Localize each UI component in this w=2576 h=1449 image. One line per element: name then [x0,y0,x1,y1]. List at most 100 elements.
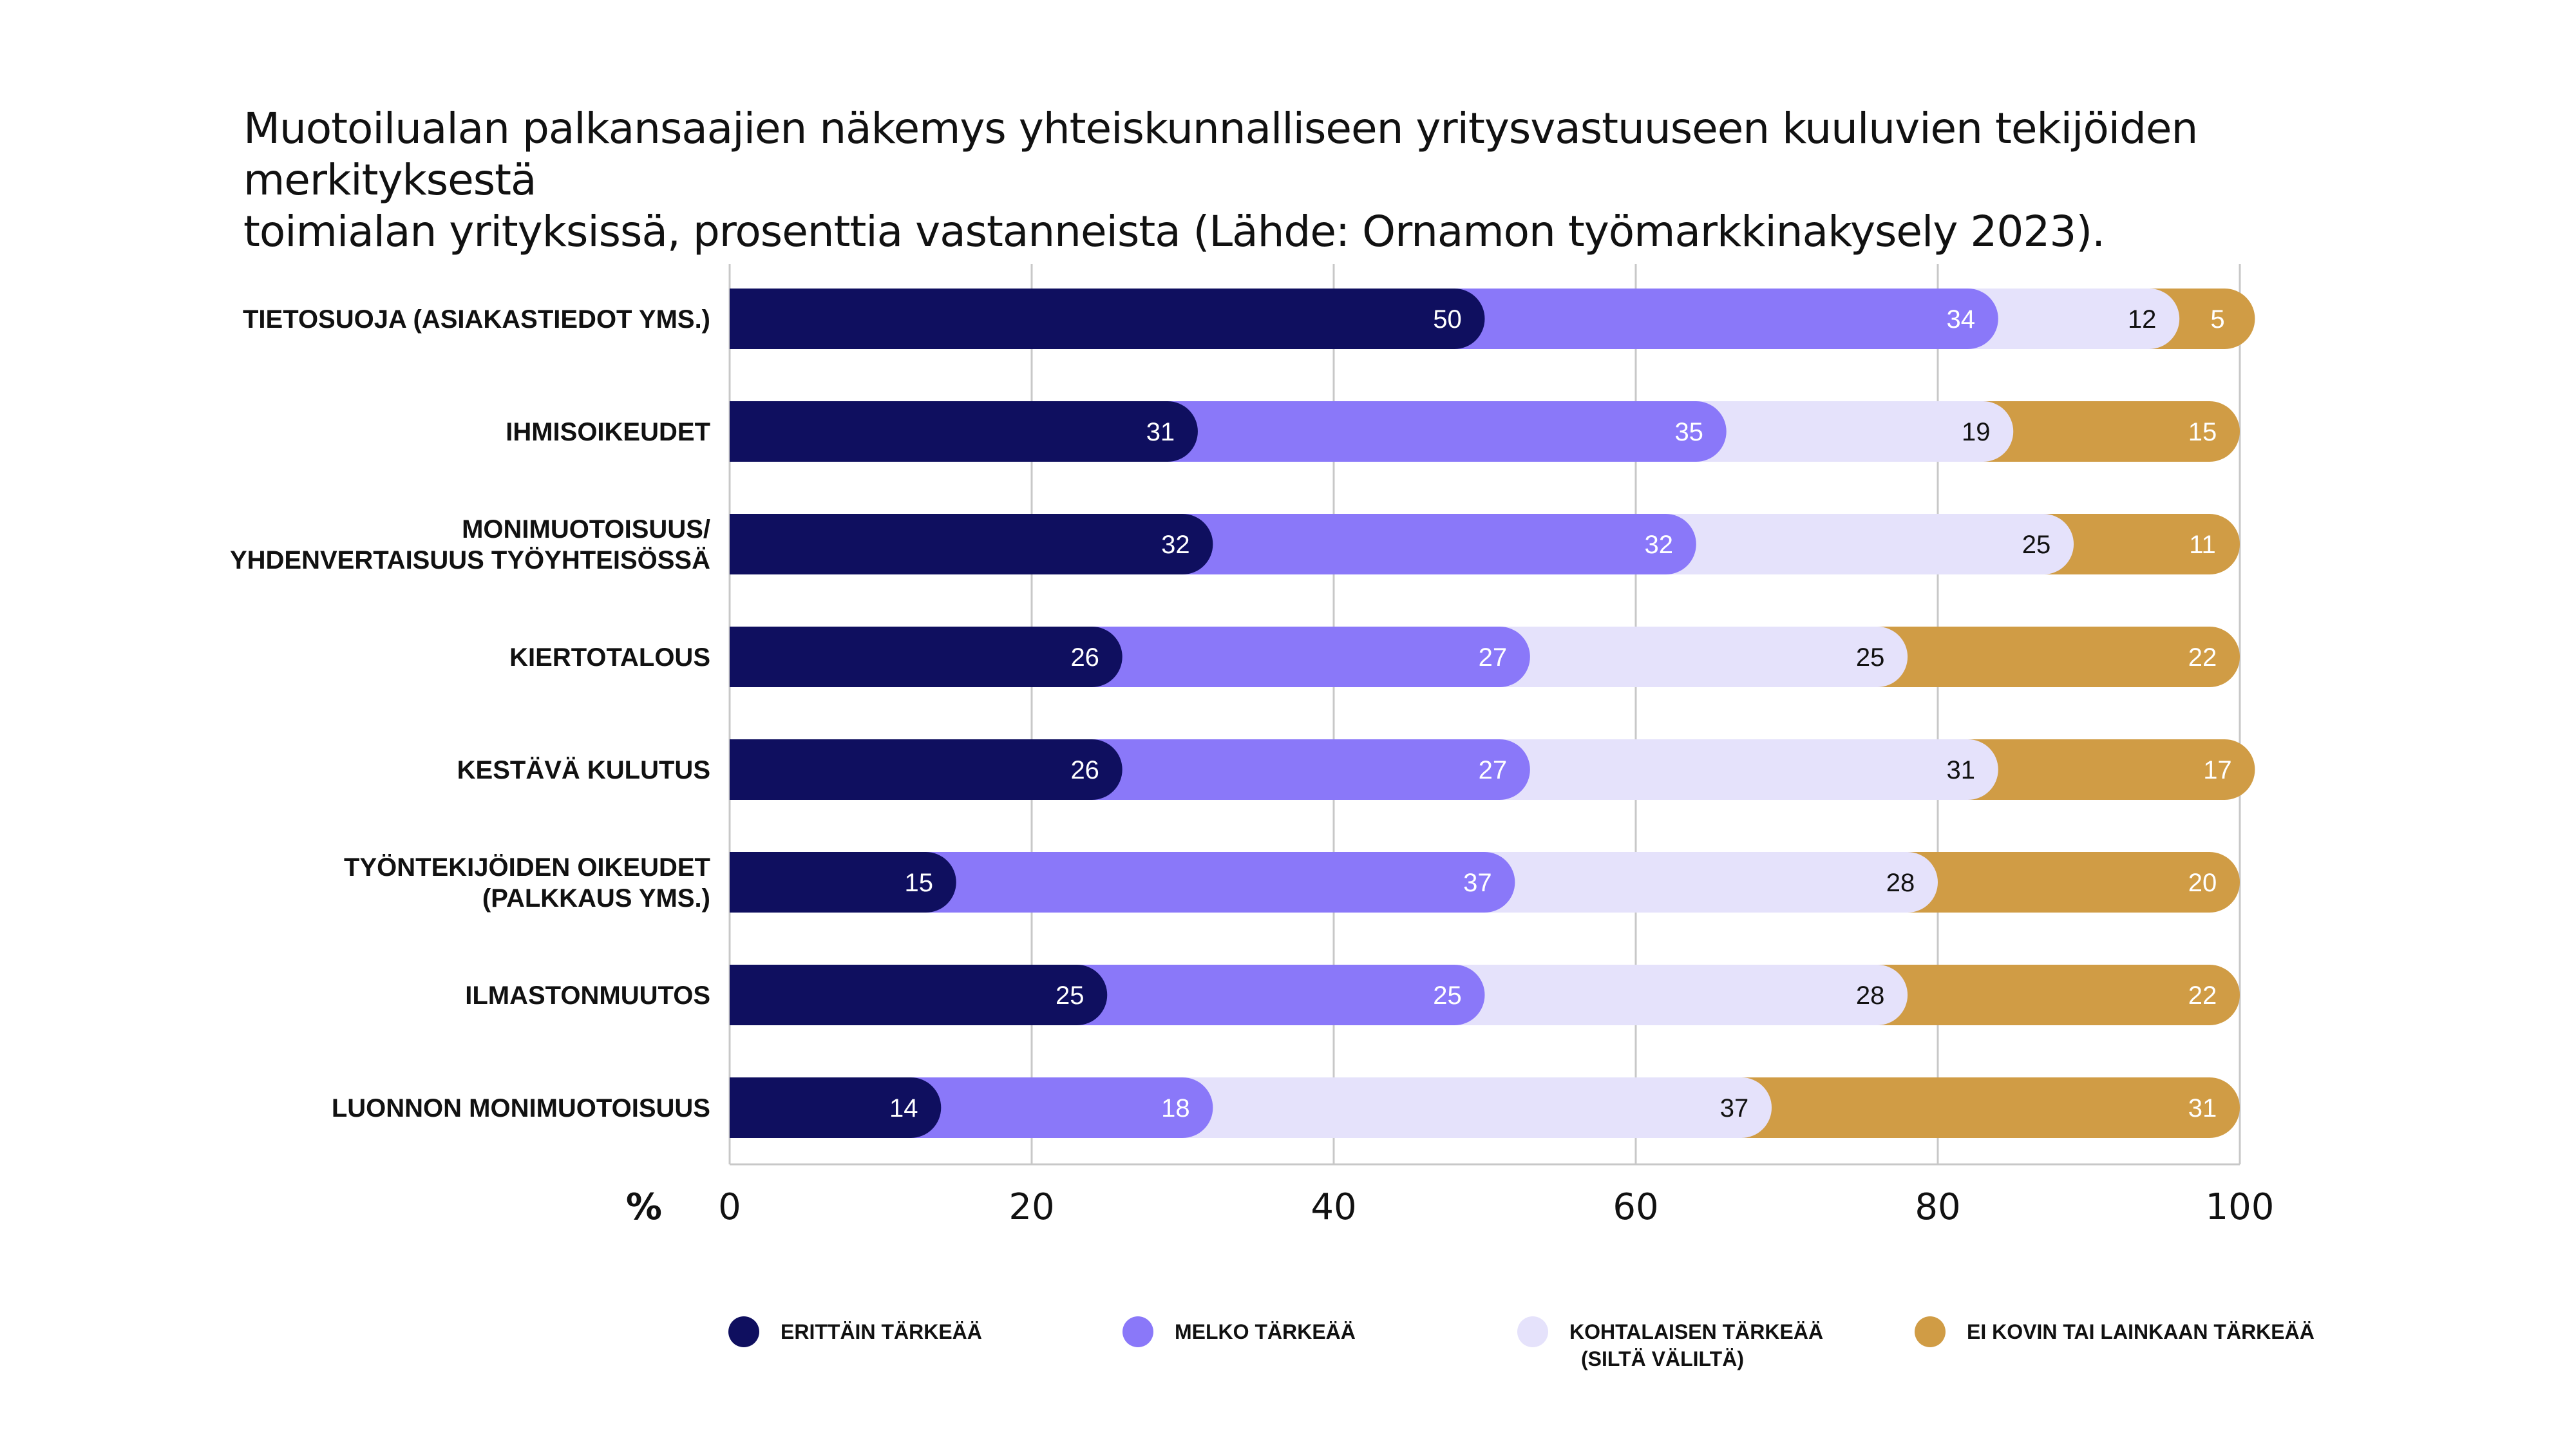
tick-label: 80 [1915,1186,1960,1228]
bar-segment [1152,514,1696,574]
bar-segment [1469,627,1908,687]
data-label: 18 [1161,1094,1190,1122]
data-label: 27 [1479,756,1508,784]
data-label: 32 [1161,531,1190,559]
bar-segment [1877,852,2240,913]
category-label: KIERTOTALOUS [509,643,710,672]
legend-item: ERITTÄIN TÄRKEÄÄ [728,1316,982,1347]
legend-item: KOHTALAISEN TÄRKEÄÄ (SILTÄ VÄLILTÄ) [1517,1316,1823,1370]
data-label: 15 [905,869,934,897]
data-label: 25 [2022,531,2051,559]
legend-label-line: KOHTALAISEN TÄRKEÄÄ [1569,1320,1823,1343]
legend-marker [1122,1316,1153,1347]
legend-label-line: MELKO TÄRKEÄÄ [1175,1320,1356,1343]
data-label: 25 [1433,981,1462,1010]
data-label: 22 [2188,643,2217,672]
bar-row: 32 32 25 11 [730,514,2240,574]
legend-label-line: ERITTÄIN TÄRKEÄÄ [781,1320,982,1343]
data-label: 15 [2188,418,2217,446]
bar-segment [2013,514,2240,574]
legend-label: EI KOVIN TAI LAINKAAN TÄRKEÄÄ [1967,1320,2315,1343]
data-label: 31 [1146,418,1175,446]
data-label: 20 [2188,869,2217,897]
chart-title-line-1: Muotoilualan palkansaajien näkemys yhtei… [243,104,2198,205]
bar-row: 26 27 25 22 [730,627,2240,687]
tick-label: 100 [2206,1186,2275,1228]
bar-segment [1711,1077,2240,1138]
data-label: 12 [2128,305,2157,334]
category-label-line: ILMASTONMUUTOS [465,981,710,1010]
category-label-line: LUONNON MONIMUOTOISUUS [332,1094,710,1122]
legend-marker [1915,1316,1946,1347]
category-label-line: TYÖNTEKIJÖIDEN OIKEUDET [344,853,710,882]
data-label: 37 [1720,1094,1749,1122]
tick-label: 60 [1613,1186,1658,1228]
legend-label: KOHTALAISEN TÄRKEÄÄ (SILTÄ VÄLILTÄ) [1569,1320,1823,1370]
bars: 50 34 12 5 31 35 19 15 32 32 25 11 26 27 25 22 26 27 31 17 1… [730,289,2255,1138]
bar-segment [730,852,956,913]
bar-segment [1635,514,2074,574]
bar-row: 14 18 37 31 [730,1077,2240,1138]
category-label: LUONNON MONIMUOTOISUUS [332,1094,710,1122]
legend-label-line: (SILTÄ VÄLILTÄ) [1581,1347,1744,1370]
tick-label: 20 [1009,1186,1054,1228]
bar-segment [730,401,1198,462]
x-axis-label: % [626,1186,662,1228]
data-label: 11 [2189,531,2216,559]
bar-segment [1847,627,2240,687]
bar-segment [730,739,1122,800]
bar-segment [1137,401,1727,462]
chart-title-line-2: toimialan yrityksissä, prosenttia vastan… [243,207,2105,256]
bar-segment [1046,965,1485,1025]
gridlines [728,264,2241,1166]
data-label: 25 [1856,643,1885,672]
bar-segment [880,1077,1213,1138]
bar-row: 50 34 12 5 [730,289,2255,349]
data-label: 19 [1962,418,1991,446]
bar-segment [1469,739,1998,800]
bar-segment [730,1077,942,1138]
category-label-line: YHDENVERTAISUUS TYÖYHTEISÖSSÄ [230,545,710,574]
bar-row: 15 37 28 20 [730,852,2240,913]
data-label: 14 [889,1094,918,1122]
data-label: 50 [1433,305,1462,334]
data-label: 32 [1645,531,1674,559]
category-label: TIETOSUOJA (ASIAKASTIEDOT YMS.) [243,305,710,334]
data-label: 26 [1070,756,1099,784]
category-label: KESTÄVÄ KULUTUS [457,756,710,784]
data-label: 27 [1479,643,1508,672]
data-label: 26 [1070,643,1099,672]
category-label: ILMASTONMUUTOS [465,981,710,1010]
legend-label-line: EI KOVIN TAI LAINKAAN TÄRKEÄÄ [1967,1320,2315,1343]
bar-segment [1152,1077,1772,1138]
bar-segment [1953,401,2240,462]
data-label: 35 [1674,418,1703,446]
data-label: 37 [1463,869,1492,897]
bar-segment [1454,852,1938,913]
bar-row: 25 25 28 22 [730,965,2240,1025]
data-label: 5 [2210,305,2224,334]
bar-segment [1424,965,1908,1025]
tick-label: 0 [718,1186,741,1228]
legend-label: MELKO TÄRKEÄÄ [1175,1320,1356,1343]
bar-segment [1061,739,1530,800]
category-label: TYÖNTEKIJÖIDEN OIKEUDET (PALKKAUS YMS.) [344,853,710,913]
legend-item: EI KOVIN TAI LAINKAAN TÄRKEÄÄ [1915,1316,2315,1347]
data-label: 28 [1886,869,1915,897]
legend-marker [728,1316,759,1347]
category-label: MONIMUOTOISUUS/YHDENVERTAISUUS TYÖYHTEIS… [230,515,710,574]
category-labels: TIETOSUOJA (ASIAKASTIEDOT YMS.) IHMISOIKE… [230,305,710,1122]
bar-row: 31 35 19 15 [730,401,2240,462]
bar-segment [730,289,1485,349]
bar-segment [730,514,1213,574]
bar-segment [1847,965,2240,1025]
category-label-line: MONIMUOTOISUUS/ [462,515,710,544]
bar-row: 26 27 31 17 [730,739,2255,800]
data-label: 25 [1056,981,1084,1010]
legend-label: ERITTÄIN TÄRKEÄÄ [781,1320,982,1343]
bar-segment [1424,289,1998,349]
category-label: IHMISOIKEUDET [506,418,710,446]
data-label: 31 [2188,1094,2217,1122]
category-label-line: IHMISOIKEUDET [506,418,710,446]
